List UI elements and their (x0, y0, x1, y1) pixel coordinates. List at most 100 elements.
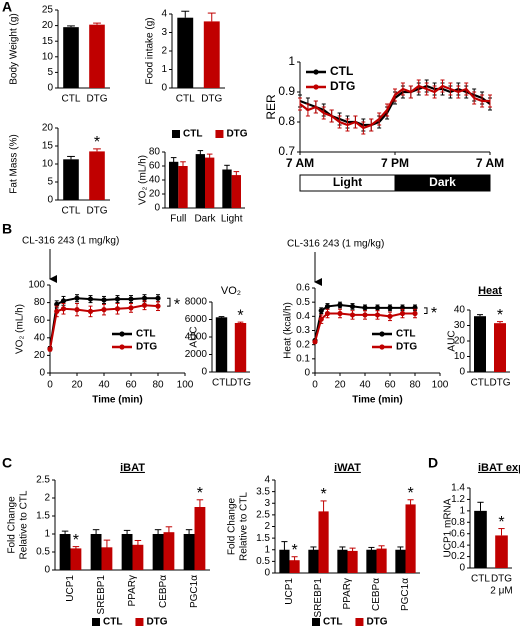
point (399, 310, 406, 317)
significance-mark: * (320, 486, 326, 503)
y-tick-label: 2 (264, 521, 270, 532)
x-tick-label: DTG (86, 206, 107, 217)
legend-swatch (355, 618, 364, 626)
x-tick-label: CTL (62, 94, 81, 105)
bar (177, 17, 194, 89)
x-tick-label: 100 (432, 380, 449, 391)
bar (89, 24, 105, 88)
legend-label: DTG (146, 617, 167, 628)
x-tick-label: Light (221, 214, 243, 225)
legend-label: DTG (136, 342, 157, 353)
x-tick-label: 7 PM (381, 156, 409, 170)
y-tick-label: 1.4 (451, 483, 465, 494)
series-line (314, 312, 415, 343)
y-tick-label: 0.6 (296, 283, 310, 294)
y-tick-label: 0 (47, 83, 53, 94)
chart-title: Heat (478, 285, 502, 297)
bar (152, 534, 164, 570)
y-tick-label: 2.5 (36, 475, 50, 486)
bar (163, 532, 175, 570)
point (101, 297, 107, 303)
point (87, 308, 94, 314)
y-tick-label: 0.1 (296, 353, 310, 364)
point (318, 308, 324, 314)
y-tick-label: 0.2 (451, 551, 465, 562)
point (387, 313, 393, 319)
legend-label: CTL (323, 617, 342, 628)
y-axis-label: UCP1 mRNA (443, 498, 454, 557)
point (114, 306, 121, 312)
significance-mark: * (174, 296, 180, 313)
y-tick-label: 0 (264, 568, 270, 579)
legend-label: CTL (396, 329, 415, 340)
y-tick-label: 1.2 (451, 494, 465, 505)
bar (63, 159, 79, 200)
series-line (314, 303, 415, 341)
y-tick-label: 15 (42, 36, 54, 47)
y-tick-label: 40 (34, 332, 46, 343)
y-tick-label: 80 (34, 297, 46, 308)
y-tick-label: 8000 (185, 297, 208, 308)
x-tick-label: 100 (177, 380, 194, 391)
x-tick-label: 7 AM (286, 156, 314, 170)
y-axis-label: Fold Change (7, 496, 18, 554)
point (87, 296, 94, 302)
bar (89, 151, 105, 200)
x-tick-label: 20 (334, 380, 346, 391)
y-tick-label: 4 (264, 475, 270, 486)
bar (101, 547, 113, 570)
y-tick-label: 0 (201, 367, 207, 378)
x-tick-label: DTG (230, 378, 251, 389)
chart-title: iBAT (120, 462, 145, 474)
x-tick-label: 40 (359, 380, 371, 391)
y-tick-label: 0.2 (296, 339, 310, 350)
point (349, 312, 356, 318)
y-axis-label: VO₂ (mL/h) (138, 155, 149, 205)
y-tick-label: 2000 (185, 349, 208, 360)
legend-marker (313, 69, 319, 75)
y-tick-label: 4 (161, 9, 167, 20)
y-axis-label: AUC (189, 326, 200, 347)
y-tick-label: 0.7 (278, 144, 295, 158)
legend-marker (313, 84, 319, 90)
legend-label: DTG (366, 617, 387, 628)
legend-swatch (135, 618, 144, 626)
x-tick-label: DTG (489, 378, 510, 389)
bar (194, 507, 206, 570)
x-tick-label: UCP1 (284, 578, 295, 605)
y-tick-label: 10 (42, 51, 54, 62)
x-tick-label: Dark (194, 214, 216, 225)
y-tick-label: 60 (34, 315, 46, 326)
y-tick-label: 25 (42, 5, 54, 16)
x-tick-label: CTL (212, 378, 231, 389)
point (101, 307, 107, 313)
bar (231, 175, 241, 208)
point (141, 295, 148, 301)
y-tick-label: 0.6 (451, 528, 465, 539)
bar (395, 549, 406, 573)
y-tick-label: 0 (47, 195, 53, 206)
y-tick-label: 5 (47, 67, 53, 78)
phase-bar (394, 174, 491, 192)
y-tick-label: 5 (47, 177, 53, 188)
point (362, 305, 368, 311)
y-tick-label: 0 (459, 563, 465, 574)
y-axis-label: VO₂ (mL/h) (15, 304, 26, 354)
point (337, 310, 343, 317)
legend-label: DTG (330, 79, 355, 93)
x-tick-label: PGC1α (189, 575, 200, 608)
point (74, 307, 80, 313)
point (362, 312, 368, 318)
y-axis-label: RER (264, 94, 278, 120)
bar (205, 157, 215, 208)
bar (215, 317, 228, 372)
significance-mark: * (497, 307, 503, 324)
bar (203, 21, 220, 88)
y-tick-label: 20 (454, 336, 466, 347)
significance-mark: * (237, 307, 243, 324)
bar (234, 323, 247, 372)
point (324, 310, 331, 317)
bar (195, 154, 205, 208)
y-tick-label: 0 (44, 565, 50, 576)
legend-marker (119, 331, 125, 337)
